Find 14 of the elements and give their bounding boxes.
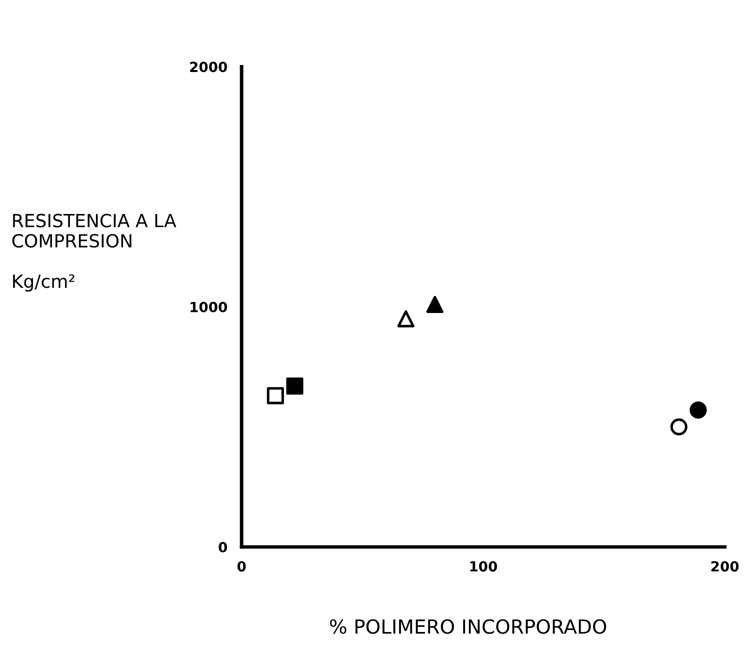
y-tick-label: 0 [218,542,228,552]
x-tick-label: 0 [237,561,246,572]
point [286,378,304,395]
x-axis-title: % POLIMERO INCORPORADO [330,619,606,634]
y-tick-label: 1000 [190,302,228,312]
y-tick-label: 2000 [190,62,228,72]
point [690,402,707,419]
point [670,418,688,436]
point [426,296,444,313]
point [397,310,414,328]
point [266,387,284,404]
x-tick-label: 200 [711,561,739,572]
text: RESISTENCIA A LA COMPRESION Kg/cm² [12,214,176,292]
x-tick-label: 100 [470,561,498,572]
